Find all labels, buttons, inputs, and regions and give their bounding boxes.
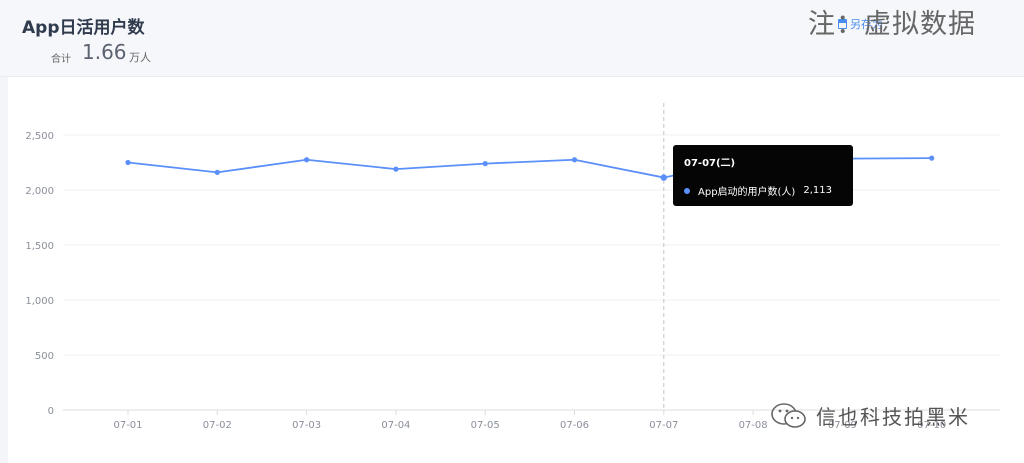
total-value: 1.66 [82,40,127,64]
data-point [660,174,667,181]
data-point [929,155,935,161]
save-icon [838,19,847,29]
tooltip-title: 07-07(二) [684,158,736,169]
tooltip-row: App启动的用户数(人) 2,113 [684,183,842,198]
y-tick-label: 500 [35,351,54,362]
y-tick-label: 2,500 [25,131,54,142]
save-as-label: 另存为 [850,18,883,31]
x-tick-label: 07-06 [560,420,589,431]
data-point [571,157,578,163]
x-tick-label: 07-05 [471,420,500,431]
x-tick-label: 07-07 [649,420,678,431]
watermark-top: 注：虚拟数据 [808,9,976,40]
y-tick-label: 1,000 [25,296,54,307]
series-dot-icon [684,187,690,194]
total-label: 合计 [51,54,71,65]
y-tick-label: 0 [48,406,54,417]
x-tick-label: 07-08 [739,420,768,431]
x-tick-label: 07-01 [113,420,142,431]
wechat-icon [771,402,806,428]
watermark-bottom: 信也科技拍黑米 [770,401,970,430]
header: App日活用户数 合计 1.66 万人 另存为 注：虚拟数据 [0,0,1024,77]
data-point [214,169,220,175]
y-tick-label: 1,500 [25,241,54,252]
watermark-bottom-text: 信也科技拍黑米 [816,405,970,429]
x-tick-label: 07-10 [917,420,946,431]
x-tick-label: 07-09 [828,420,857,431]
data-point [393,166,399,172]
tooltip-series-name: App启动的用户数(人) [698,187,796,198]
tooltip-value: 2,113 [803,185,832,196]
data-point [304,157,310,163]
x-tick-label: 07-04 [381,420,410,431]
x-tick-label: 07-02 [203,420,232,431]
total-unit: 万人 [129,51,151,64]
save-as-button[interactable]: 另存为 [838,16,883,32]
y-tick-label: 2,000 [25,186,54,197]
chart-tooltip: 07-07(二) App启动的用户数(人) 2,113 [673,145,853,206]
x-tick-label: 07-03 [292,420,321,431]
data-point [125,159,131,166]
page-title: App日活用户数 [22,18,145,38]
data-point [482,161,488,167]
